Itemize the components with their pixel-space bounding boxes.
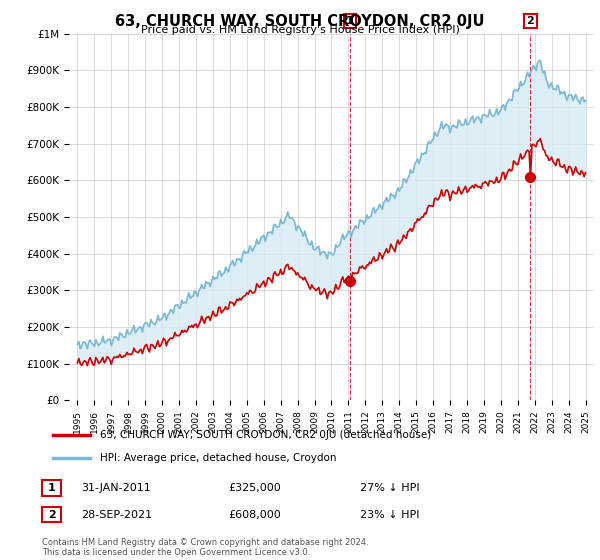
Text: 27% ↓ HPI: 27% ↓ HPI: [360, 483, 419, 493]
Text: £608,000: £608,000: [228, 510, 281, 520]
Text: 23% ↓ HPI: 23% ↓ HPI: [360, 510, 419, 520]
Text: Contains HM Land Registry data © Crown copyright and database right 2024.
This d: Contains HM Land Registry data © Crown c…: [42, 538, 368, 557]
Text: 63, CHURCH WAY, SOUTH CROYDON, CR2 0JU (detached house): 63, CHURCH WAY, SOUTH CROYDON, CR2 0JU (…: [100, 430, 431, 440]
Text: 2: 2: [48, 510, 55, 520]
Text: Price paid vs. HM Land Registry's House Price Index (HPI): Price paid vs. HM Land Registry's House …: [140, 25, 460, 35]
Text: 31-JAN-2011: 31-JAN-2011: [81, 483, 151, 493]
Text: 1: 1: [48, 483, 55, 493]
Text: HPI: Average price, detached house, Croydon: HPI: Average price, detached house, Croy…: [100, 453, 337, 463]
Text: 28-SEP-2021: 28-SEP-2021: [81, 510, 152, 520]
Text: £325,000: £325,000: [228, 483, 281, 493]
Text: 1: 1: [346, 16, 353, 26]
Text: 2: 2: [527, 16, 535, 26]
Text: 63, CHURCH WAY, SOUTH CROYDON, CR2 0JU: 63, CHURCH WAY, SOUTH CROYDON, CR2 0JU: [115, 14, 485, 29]
